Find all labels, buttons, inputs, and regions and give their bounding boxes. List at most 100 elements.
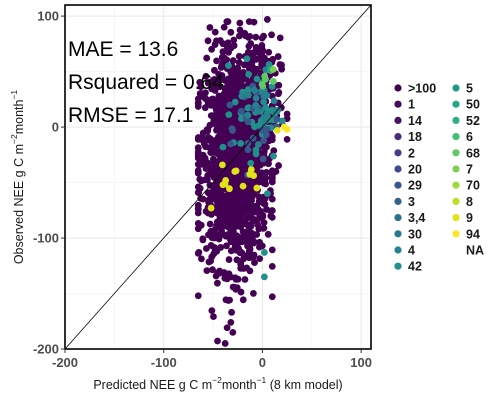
data-point (249, 215, 256, 223)
data-point (268, 83, 276, 90)
data-point (246, 170, 254, 178)
data-point (241, 276, 249, 283)
data-point (236, 195, 244, 202)
legend-label: 9 (466, 211, 473, 225)
data-point (220, 23, 228, 31)
data-point (224, 231, 231, 238)
data-point (211, 244, 218, 251)
plot-border (64, 4, 372, 350)
data-point (206, 220, 214, 228)
legend-label: 68 (466, 146, 480, 160)
data-point (194, 292, 202, 300)
data-point (244, 146, 252, 154)
data-point (249, 254, 257, 261)
data-point (225, 62, 232, 70)
data-point (210, 112, 218, 119)
data-point (217, 244, 225, 251)
data-point (226, 185, 233, 193)
legend-label: 50 (466, 98, 480, 112)
data-point (195, 248, 203, 256)
data-point (228, 308, 235, 316)
data-point (202, 72, 210, 80)
data-point (252, 33, 260, 41)
data-point (212, 272, 220, 280)
data-point (208, 171, 216, 179)
data-point (227, 74, 235, 82)
data-point (237, 260, 245, 268)
data-point (242, 32, 249, 40)
data-point (267, 207, 275, 215)
data-point (237, 222, 245, 230)
data-point (262, 118, 269, 125)
data-point (239, 210, 247, 218)
data-point (201, 95, 209, 102)
y-axis: -200 -100 0 100 (33, 9, 65, 357)
data-point (274, 53, 282, 60)
data-point (229, 328, 237, 336)
data-point (223, 18, 231, 26)
x-tick-label: 100 (350, 355, 372, 370)
data-point (251, 86, 258, 94)
data-point (207, 204, 215, 212)
data-point (211, 229, 219, 237)
data-point (230, 42, 238, 49)
data-point (226, 101, 234, 109)
data-point (260, 98, 267, 106)
data-point (268, 262, 276, 270)
data-point (197, 221, 205, 229)
data-point (218, 127, 226, 135)
legend-label: 30 (408, 227, 422, 241)
y-axis-title-sup2: −1 (9, 90, 19, 100)
data-point (223, 324, 231, 332)
data-point (243, 253, 251, 261)
data-point (231, 243, 239, 250)
data-point (242, 233, 249, 241)
data-point (254, 204, 262, 212)
data-point (225, 152, 233, 159)
mae-annotation: MAE = 13.6 (68, 38, 178, 61)
data-point (223, 242, 230, 250)
data-point (194, 135, 202, 143)
data-point (236, 19, 244, 27)
data-point (237, 107, 245, 115)
data-point (270, 77, 277, 85)
data-point (252, 94, 260, 102)
y-axis-title-sup1: −2 (9, 134, 19, 144)
legend-key (452, 116, 460, 124)
data-point (232, 74, 240, 82)
data-point (260, 273, 268, 281)
legend-label: NA (466, 244, 484, 258)
data-point (194, 167, 202, 174)
data-point (260, 32, 267, 40)
data-point (244, 118, 252, 126)
y-axis-title-mid: month (12, 99, 26, 134)
data-point (207, 149, 215, 157)
data-point (239, 73, 247, 81)
data-point (245, 18, 253, 26)
data-point (221, 274, 229, 282)
legend-key (452, 181, 460, 189)
data-point (227, 119, 234, 126)
data-point (252, 150, 260, 158)
data-point (220, 222, 228, 229)
data-point (253, 184, 261, 192)
legend-key (452, 100, 460, 108)
data-point (240, 158, 248, 166)
data-point (221, 102, 228, 109)
data-point (203, 159, 211, 166)
stat-annotations: MAE = 13.6 Rsquared = 0.64 RMSE = 17.1 (68, 38, 224, 127)
legend-key (452, 84, 460, 92)
data-point (216, 267, 223, 275)
data-point (260, 137, 268, 145)
data-point (224, 216, 232, 223)
data-point (202, 245, 210, 252)
data-point (219, 58, 227, 66)
data-point (224, 39, 232, 47)
legend-label: 20 (408, 163, 422, 177)
legend-label: 29 (408, 179, 422, 193)
legend-key (394, 181, 402, 189)
legend-label: >100 (408, 82, 436, 96)
data-point (206, 181, 214, 189)
data-point (270, 152, 277, 160)
legend-key (394, 84, 402, 92)
